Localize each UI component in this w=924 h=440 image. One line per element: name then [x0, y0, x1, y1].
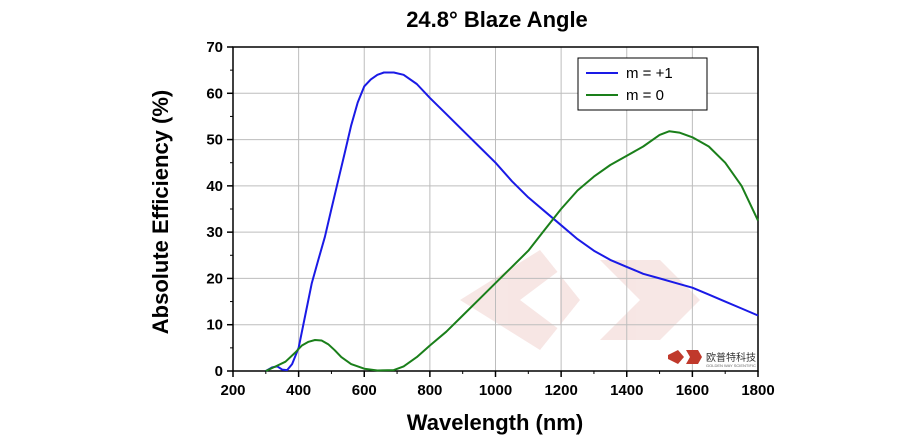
chart-title: 24.8° Blaze Angle [406, 7, 588, 32]
legend-box [577, 57, 708, 111]
series-lines [265, 71, 759, 372]
x-tick-label: 400 [286, 382, 311, 399]
x-axis-ticks: 200 400 600 800 1000 1200 1400 1600 1800 [220, 371, 775, 399]
logo-chinese-text: 欧普特科技 [706, 351, 756, 364]
y-axis-label: Absolute Efficiency (%) [148, 90, 173, 334]
logo-mark-icon-right [686, 350, 702, 364]
x-tick-label: 1000 [479, 382, 512, 399]
y-tick-label: 50 [206, 132, 223, 149]
legend-label-m-plus1: m = +1 [626, 65, 673, 82]
logo-english-text: GOLDEN WAY SCIENTIFIC [706, 363, 756, 368]
y-tick-label: 70 [206, 39, 223, 56]
y-tick-label: 60 [206, 85, 223, 102]
x-axis-label: Wavelength (nm) [407, 410, 583, 435]
y-axis-ticks: 0 10 20 30 40 50 60 70 [206, 39, 233, 380]
y-tick-label: 0 [215, 363, 223, 380]
legend-label-m-0: m = 0 [626, 87, 664, 104]
x-tick-label: 1400 [610, 382, 643, 399]
series-line-m-0 [265, 130, 759, 372]
y-tick-label: 30 [206, 224, 223, 241]
y-tick-label: 20 [206, 270, 223, 287]
y-tick-label: 40 [206, 178, 223, 195]
x-tick-label: 800 [417, 382, 442, 399]
x-tick-label: 200 [220, 382, 245, 399]
logo-mark-icon [668, 350, 684, 364]
series-line-m-plus1 [265, 71, 759, 372]
x-tick-label: 1800 [741, 382, 774, 399]
x-tick-label: 600 [352, 382, 377, 399]
x-tick-label: 1600 [676, 382, 709, 399]
legend: m = +1 m = 0 [577, 57, 708, 111]
company-logo: 欧普特科技 GOLDEN WAY SCIENTIFIC [668, 350, 756, 368]
x-tick-label: 1200 [544, 382, 577, 399]
y-tick-label: 10 [206, 317, 223, 334]
